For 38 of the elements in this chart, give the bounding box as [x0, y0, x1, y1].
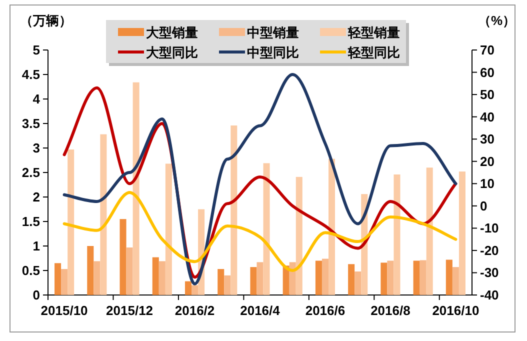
x-tick-label: 2015/12 — [106, 303, 154, 318]
y-tick-label: 0 — [32, 288, 40, 302]
legend-label: 轻型同比 — [347, 45, 400, 60]
y2-tick-label: 10 — [480, 176, 494, 192]
y-tick-label: 3 — [32, 140, 40, 156]
y-tick-label: 2.5 — [22, 165, 40, 180]
y2-tick-label: 20 — [480, 154, 494, 169]
y2-tick-label: 60 — [480, 64, 494, 80]
x-tick-label: 2016/4 — [240, 303, 281, 318]
y2-tick-label: 50 — [480, 87, 494, 102]
y2-tick-label: 0 — [480, 198, 488, 214]
y-tick-label: 1.5 — [22, 214, 40, 229]
y2-axis-title: （%） — [478, 13, 516, 28]
y-tick-label: 5 — [32, 42, 40, 58]
y-axis-title: （万辆） — [20, 13, 72, 28]
y2-tick-label: 30 — [480, 132, 494, 147]
legend-label: 中型同比 — [247, 45, 299, 60]
legend-label: 轻型销量 — [347, 25, 400, 40]
x-tick-label: 2015/10 — [40, 303, 88, 318]
legend-label: 大型销量 — [146, 25, 198, 40]
y-tick-label: 1 — [32, 238, 40, 254]
y2-tick-label: -10 — [480, 220, 499, 236]
x-tick-label: 2016/2 — [174, 303, 215, 318]
y-tick-label: 4.5 — [22, 67, 40, 82]
x-tick-label: 2016/10 — [432, 303, 480, 318]
legend-label: 大型同比 — [146, 45, 198, 60]
y-tick-label: 0.5 — [22, 263, 40, 278]
y2-tick-label: -40 — [480, 288, 499, 302]
y-tick-label: 2 — [32, 190, 40, 204]
legend-label: 中型销量 — [247, 25, 299, 40]
y2-tick-label: 70 — [480, 42, 494, 58]
y2-tick-label: -20 — [480, 242, 499, 258]
y2-tick-label: -30 — [480, 265, 499, 280]
y-tick-label: 4 — [32, 92, 41, 106]
y2-tick-label: 40 — [480, 109, 494, 124]
y-tick-label: 3.5 — [22, 116, 40, 131]
x-tick-label: 2016/8 — [370, 303, 410, 318]
x-tick-label: 2016/6 — [305, 303, 346, 318]
